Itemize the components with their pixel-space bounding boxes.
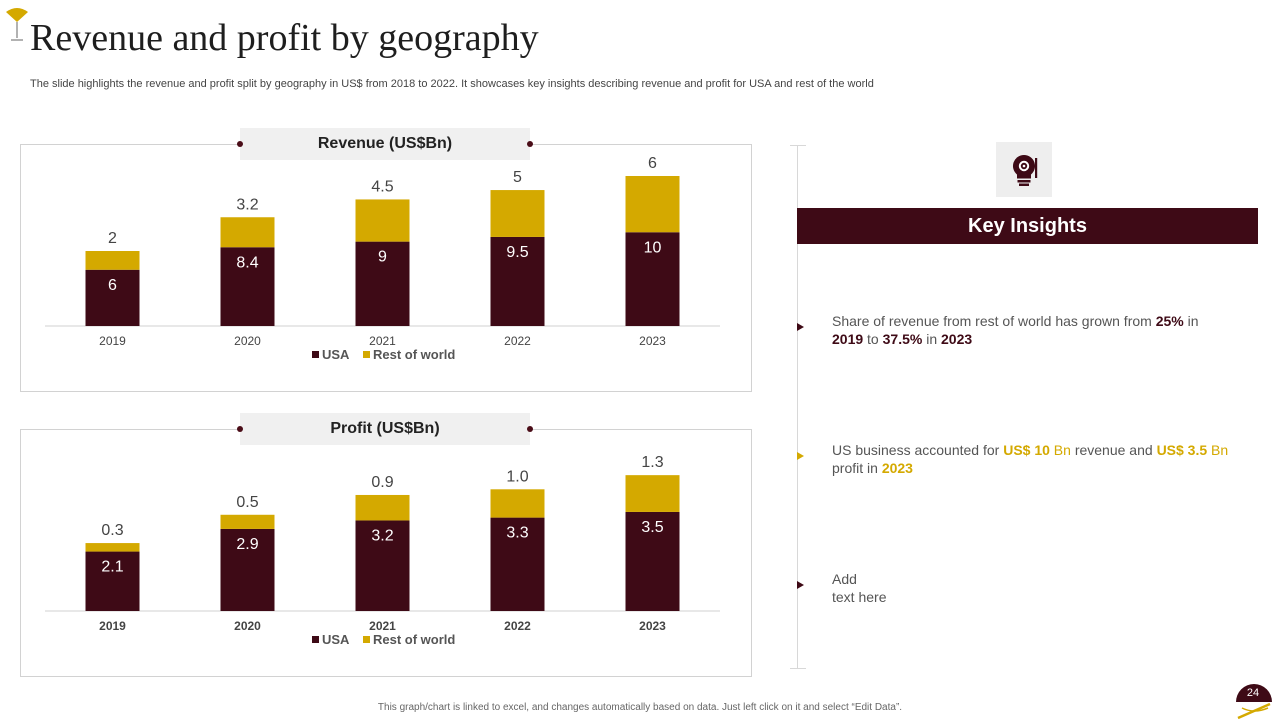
bullet-arrow-icon <box>797 452 804 460</box>
bar-rest-of-world <box>85 251 140 270</box>
bar-usa <box>625 232 680 326</box>
bar-usa <box>490 236 545 326</box>
footnote: This graph/chart is linked to excel, and… <box>377 702 903 713</box>
decor-dot <box>237 426 243 432</box>
bar-usa <box>490 517 545 611</box>
legend-swatch-usa <box>312 636 319 643</box>
page-number-badge: 24 <box>1236 684 1272 720</box>
decor-dot <box>527 426 533 432</box>
page-title: Revenue and profit by geography <box>30 17 539 59</box>
x-tick-label: 2023 <box>639 619 666 633</box>
bar-rest-of-world <box>355 494 410 521</box>
bar-usa <box>625 511 680 611</box>
insight-1: Share of revenue from rest of world has … <box>832 313 1199 347</box>
data-label-usa: 6 <box>108 277 117 294</box>
profit-chart-title: Profit (US$Bn) <box>240 413 530 445</box>
data-label-usa: 2.1 <box>101 559 123 576</box>
data-label-rest-of-world: 1.3 <box>641 454 663 471</box>
bar-usa <box>220 247 275 326</box>
data-label-usa: 10 <box>644 239 662 256</box>
bar-rest-of-world <box>220 514 275 529</box>
decor-dot <box>237 141 243 147</box>
lightbulb-gear-icon <box>1012 154 1038 186</box>
bar-usa <box>355 241 410 326</box>
divider-tick <box>790 668 806 669</box>
data-label-usa: 9 <box>378 249 387 266</box>
data-label-rest-of-world: 0.9 <box>371 474 393 491</box>
data-label-usa: 3.5 <box>641 519 663 536</box>
insight-2: US business accounted for US$ 10 Bn reve… <box>832 442 1229 476</box>
bar-rest-of-world <box>490 489 545 518</box>
bar-usa <box>220 528 275 611</box>
bullet-arrow-icon <box>797 581 804 589</box>
x-tick-label: 2022 <box>504 619 531 633</box>
data-label-rest-of-world: 3.2 <box>236 196 258 213</box>
x-tick-label: 2019 <box>99 334 126 348</box>
bar-usa <box>355 520 410 611</box>
bar-usa <box>85 269 140 326</box>
data-label-rest-of-world: 0.3 <box>101 522 123 539</box>
insights-divider <box>797 145 798 669</box>
legend-swatch-rest-of-world <box>363 636 370 643</box>
data-label-rest-of-world: 0.5 <box>236 494 258 511</box>
bar-rest-of-world <box>355 199 410 242</box>
revenue-chart[interactable]: 6 2 2019 8.4 3.2 2020 9 4.5 2021 9.5 5 2022 10 6 2023 U… <box>20 144 750 390</box>
legend-swatch-rest-of-world <box>363 351 370 358</box>
decor-dot <box>527 141 533 147</box>
brand-logo-icon <box>6 8 28 41</box>
insight-3[interactable]: Add text here <box>832 571 887 605</box>
legend-label-usa: USA <box>322 632 350 647</box>
data-label-rest-of-world: 2 <box>108 230 117 247</box>
data-label-usa: 3.2 <box>371 527 393 544</box>
x-tick-label: 2020 <box>234 619 261 633</box>
legend-swatch-usa <box>312 351 319 358</box>
bar-rest-of-world <box>85 543 140 552</box>
data-label-usa: 3.3 <box>506 525 528 542</box>
x-tick-label: 2021 <box>369 334 396 348</box>
legend-label-rest-of-world: Rest of world <box>373 632 455 647</box>
x-tick-label: 2023 <box>639 334 666 348</box>
x-tick-label: 2020 <box>234 334 261 348</box>
data-label-usa: 2.9 <box>236 536 258 553</box>
data-label-rest-of-world: 5 <box>513 169 522 186</box>
bar-rest-of-world <box>625 176 680 233</box>
data-label-usa: 8.4 <box>236 254 258 271</box>
data-label-rest-of-world: 6 <box>648 155 657 172</box>
bar-usa <box>85 551 140 611</box>
bar-rest-of-world <box>220 217 275 248</box>
key-insights-heading: Key Insights <box>797 208 1258 244</box>
data-label-usa: 9.5 <box>506 244 528 261</box>
data-label-rest-of-world: 1.0 <box>506 468 528 485</box>
page-subtitle: The slide highlights the revenue and pro… <box>30 78 874 90</box>
legend-label-usa: USA <box>322 347 350 362</box>
bar-rest-of-world <box>490 190 545 237</box>
data-label-rest-of-world: 4.5 <box>371 178 393 195</box>
x-tick-label: 2022 <box>504 334 531 348</box>
bar-rest-of-world <box>625 475 680 512</box>
x-tick-label: 2019 <box>99 619 126 633</box>
legend-label-rest-of-world: Rest of world <box>373 347 455 362</box>
divider-tick <box>790 145 806 146</box>
insights-icon-box <box>996 142 1052 197</box>
x-tick-label: 2021 <box>369 619 396 633</box>
revenue-chart-title: Revenue (US$Bn) <box>240 128 530 160</box>
bullet-arrow-icon <box>797 323 804 331</box>
profit-chart[interactable]: 2.1 0.3 2019 2.9 0.5 2020 3.2 0.9 2021 3.3 1.0 2022… <box>20 429 750 675</box>
page-number: 24 <box>1247 687 1259 699</box>
